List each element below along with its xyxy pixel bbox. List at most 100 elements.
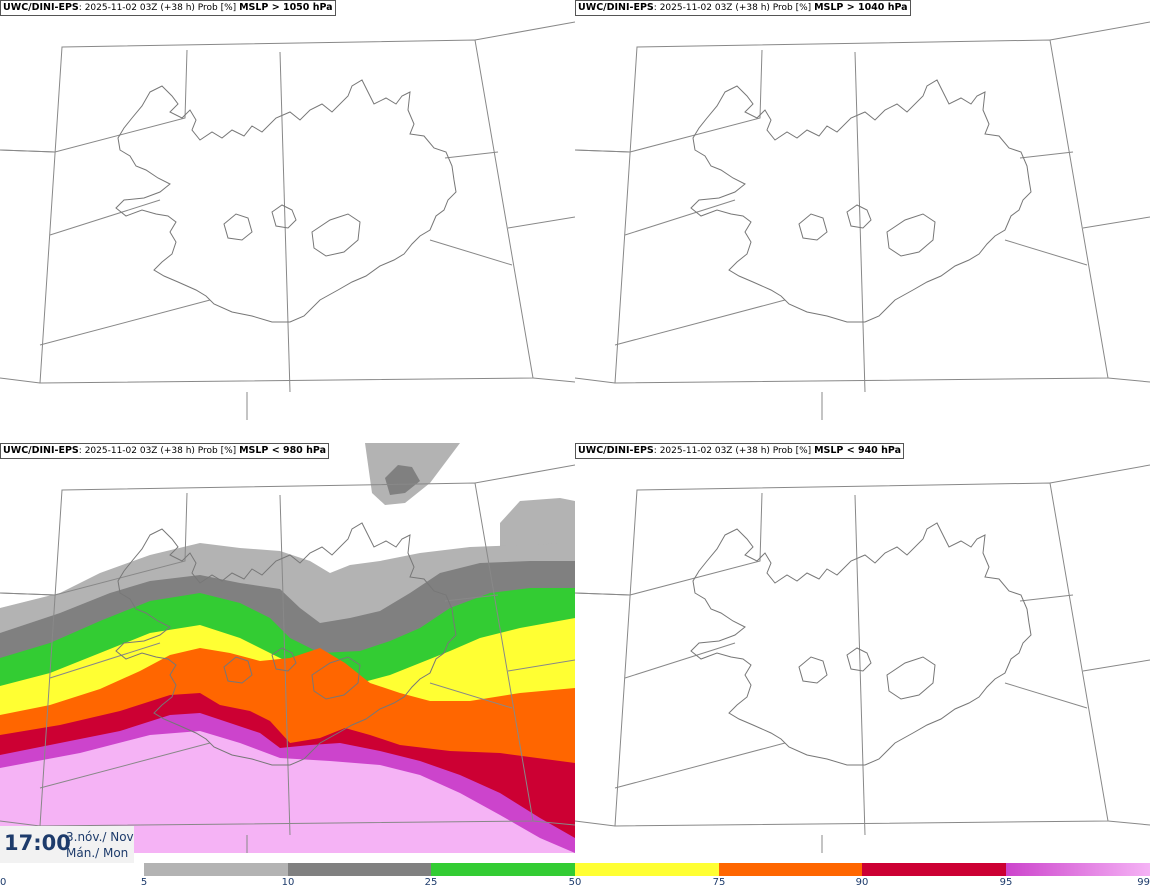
model-name: UWC/DINI-EPS bbox=[3, 2, 79, 13]
glacier-outline bbox=[271, 647, 297, 672]
coastline-path bbox=[690, 522, 1032, 766]
map-boundary-line bbox=[39, 299, 211, 346]
map-boundary-line bbox=[39, 39, 534, 384]
legend-tick-label: 5 bbox=[140, 877, 148, 888]
map-boundary-line bbox=[614, 299, 786, 346]
run-info: 2025-11-02 03Z (+38 h) Prob [%] bbox=[84, 446, 237, 456]
threshold-label: MSLP < 980 hPa bbox=[239, 445, 326, 456]
map-frame bbox=[575, 464, 1150, 853]
glacier-outline bbox=[223, 213, 253, 241]
map-boundary-line bbox=[279, 51, 291, 393]
run-info: 2025-11-02 03Z (+38 h) Prob [%] bbox=[659, 3, 812, 13]
map-boundary-line bbox=[1082, 659, 1150, 672]
map-boundary-line bbox=[1019, 594, 1074, 602]
run-info: 2025-11-02 03Z (+38 h) Prob [%] bbox=[659, 446, 812, 456]
map-boundary-line bbox=[39, 742, 211, 789]
map-frame bbox=[575, 21, 1150, 420]
model-name: UWC/DINI-EPS bbox=[578, 2, 654, 13]
panel-title: UWC/DINI-EPS: 2025-11-02 03Z (+38 h) Pro… bbox=[0, 443, 329, 459]
run-info: 2025-11-02 03Z (+38 h) Prob [%] bbox=[84, 3, 237, 13]
glacier-outline bbox=[271, 204, 297, 229]
panel-title: UWC/DINI-EPS: 2025-11-02 03Z (+38 h) Pro… bbox=[0, 0, 336, 16]
map-boundary-line bbox=[1049, 21, 1150, 41]
legend-tick-label: 90 bbox=[855, 877, 869, 888]
map-boundary-line bbox=[854, 51, 866, 393]
map-boundary-line bbox=[624, 199, 736, 236]
map-boundary-line bbox=[0, 149, 56, 153]
legend-color-segment bbox=[431, 863, 575, 876]
glacier-outline bbox=[846, 204, 872, 229]
map-boundary-line bbox=[474, 464, 575, 484]
map-boundary-line bbox=[624, 642, 736, 679]
map-panel-mslp-gt-1050: UWC/DINI-EPS: 2025-11-02 03Z (+38 h) Pro… bbox=[0, 0, 575, 430]
iceland-coastline bbox=[115, 522, 457, 766]
map-boundary-line bbox=[474, 21, 575, 41]
map-boundary-line bbox=[279, 494, 291, 836]
map-boundary-line bbox=[1049, 464, 1150, 484]
map-boundary-line bbox=[1107, 377, 1150, 383]
glacier-outline bbox=[311, 656, 361, 700]
map-boundary-line bbox=[1082, 216, 1150, 229]
map-canvas bbox=[0, 21, 575, 420]
probability-field bbox=[0, 443, 575, 853]
map-boundary-line bbox=[614, 39, 1109, 384]
glacier-outline bbox=[886, 213, 936, 257]
map-boundary-line bbox=[0, 377, 41, 384]
prob-band-10 bbox=[385, 465, 420, 495]
map-boundary-line bbox=[1004, 239, 1088, 266]
map-boundary-line bbox=[532, 377, 575, 383]
legend-color-segment bbox=[862, 863, 1006, 876]
valid-time: 17:00 bbox=[4, 831, 71, 855]
map-boundary-line bbox=[49, 642, 161, 679]
legend-color-segment bbox=[144, 863, 288, 876]
legend-tick-label: 0 bbox=[0, 877, 7, 888]
map-boundary-line bbox=[1004, 682, 1088, 709]
map-canvas bbox=[0, 443, 575, 853]
map-frame bbox=[0, 21, 575, 420]
coastline-path bbox=[115, 522, 457, 766]
map-boundary-line bbox=[507, 216, 575, 229]
legend-tick-label: 50 bbox=[568, 877, 582, 888]
map-panel-mslp-lt-980: UWC/DINI-EPS: 2025-11-02 03Z (+38 h) Pro… bbox=[0, 443, 575, 853]
threshold-label: MSLP < 940 hPa bbox=[814, 445, 901, 456]
map-boundary-line bbox=[575, 149, 631, 153]
map-boundary-line bbox=[575, 592, 631, 596]
map-boundary-line bbox=[1107, 820, 1150, 826]
map-boundary-line bbox=[575, 377, 616, 384]
valid-weekday: Mán./ Mon bbox=[66, 846, 129, 860]
map-boundary-line bbox=[49, 199, 161, 236]
map-boundary-line bbox=[532, 820, 575, 826]
valid-time-box: 17:00 3.nóv./ Nov Mán./ Mon bbox=[0, 826, 134, 864]
legend-color-segment bbox=[719, 863, 862, 876]
map-boundary-line bbox=[575, 820, 616, 827]
map-boundary-line bbox=[507, 659, 575, 672]
probability-legend: 0 5 10 25 50 75 90 95 99 bbox=[0, 862, 1150, 891]
coastline-path bbox=[690, 79, 1032, 323]
glacier-outline bbox=[846, 647, 872, 672]
glacier-outline bbox=[886, 656, 936, 700]
map-boundary-line bbox=[429, 682, 513, 709]
coastline-path bbox=[115, 79, 457, 323]
legend-color-segment bbox=[288, 863, 431, 876]
legend-tick-label: 75 bbox=[712, 877, 726, 888]
map-panel-mslp-lt-940: UWC/DINI-EPS: 2025-11-02 03Z (+38 h) Pro… bbox=[575, 443, 1150, 853]
map-boundary-line bbox=[429, 239, 513, 266]
legend-tick-label: 99 bbox=[1137, 877, 1150, 888]
iceland-coastline bbox=[690, 79, 1032, 323]
map-boundary-line bbox=[614, 482, 1109, 827]
map-boundary-line bbox=[575, 492, 763, 596]
glacier-outline bbox=[311, 213, 361, 257]
map-canvas bbox=[575, 464, 1150, 853]
legend-tick-label: 25 bbox=[424, 877, 438, 888]
map-boundary-line bbox=[0, 49, 188, 153]
legend-tick-label: 10 bbox=[281, 877, 295, 888]
legend-tick-label: 95 bbox=[999, 877, 1013, 888]
map-boundary-line bbox=[444, 594, 499, 602]
map-boundary-line bbox=[575, 49, 763, 153]
panel-title: UWC/DINI-EPS: 2025-11-02 03Z (+38 h) Pro… bbox=[575, 443, 904, 459]
model-name: UWC/DINI-EPS bbox=[3, 445, 79, 456]
glacier-outline bbox=[798, 656, 828, 684]
map-boundary-line bbox=[614, 742, 786, 789]
threshold-label: MSLP > 1040 hPa bbox=[814, 2, 908, 13]
iceland-coastline bbox=[690, 522, 1032, 766]
